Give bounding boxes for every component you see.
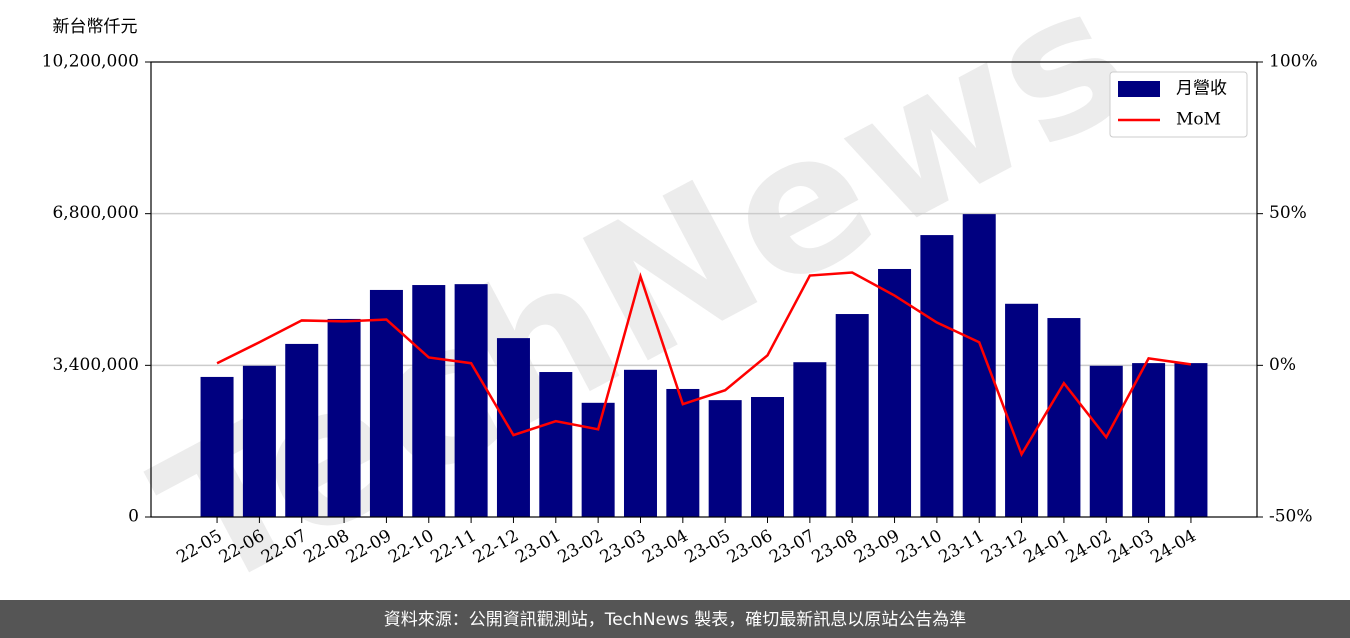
y2-tick-label: -50% [1269,507,1313,527]
x-tick-label: 23-04 [639,526,691,568]
legend-label: 月營收 [1176,79,1227,99]
bar [496,338,530,517]
x-tick-label: 23-02 [554,526,606,568]
x-tick-label: 24-04 [1147,526,1199,568]
bar [1132,363,1166,517]
x-tick-label: 23-08 [809,526,861,568]
bar [1005,303,1039,517]
x-tick-label: 23-01 [512,526,564,568]
legend-label: MoM [1176,110,1221,130]
bar [412,285,446,517]
bar [1174,363,1208,517]
bar [708,400,742,517]
x-tick-label: 23-05 [681,526,733,568]
bar [327,318,361,517]
bar [285,343,319,517]
y-tick-label: 3,400,000 [52,355,139,375]
bar [962,214,996,518]
y-tick-label: 10,200,000 [42,52,139,72]
y-tick-label: 0 [128,507,139,527]
x-tick-label: 23-10 [893,526,945,568]
footer-bar [0,600,1350,638]
bar [835,314,869,517]
bar [1047,318,1081,517]
bar [242,365,276,517]
y2-tick-label: 100% [1269,52,1318,72]
x-tick-label: 23-11 [936,526,988,568]
bar [1089,365,1123,517]
line [216,271,1192,458]
x-tick-label: 22-11 [427,526,479,568]
x-tick-label: 23-06 [724,526,776,568]
bar [369,289,403,517]
x-tick-label: 23-03 [597,526,649,568]
bar [454,284,488,517]
bar [878,268,912,517]
plot-frame [150,61,1258,518]
x-tick-label: 24-03 [1105,526,1157,568]
footer: 資料來源：公開資訊觀測站，TechNews 製表，確切最新訊息以原站公告為準 [384,610,966,630]
x-tick-label: 23-12 [978,526,1030,568]
bar [581,402,615,517]
bar [751,397,785,517]
x-tick-label: 23-07 [766,526,818,568]
x-tick-label: 24-02 [1063,526,1115,568]
bar [623,369,657,517]
bar [793,362,827,517]
y2-tick-label: 50% [1269,203,1307,223]
x-tick-label: 24-01 [1020,526,1072,568]
y2-tick-label: 0% [1269,355,1296,375]
y-axis-label: 新台幣仟元 [53,17,138,37]
legend-swatch [1118,81,1160,97]
bar [666,388,700,517]
bar [539,372,573,517]
bar [200,376,234,517]
bar [920,235,954,517]
x-tick-label: 22-12 [470,526,522,568]
y-tick-label: 6,800,000 [52,203,139,223]
x-tick-label: 23-09 [851,526,903,568]
